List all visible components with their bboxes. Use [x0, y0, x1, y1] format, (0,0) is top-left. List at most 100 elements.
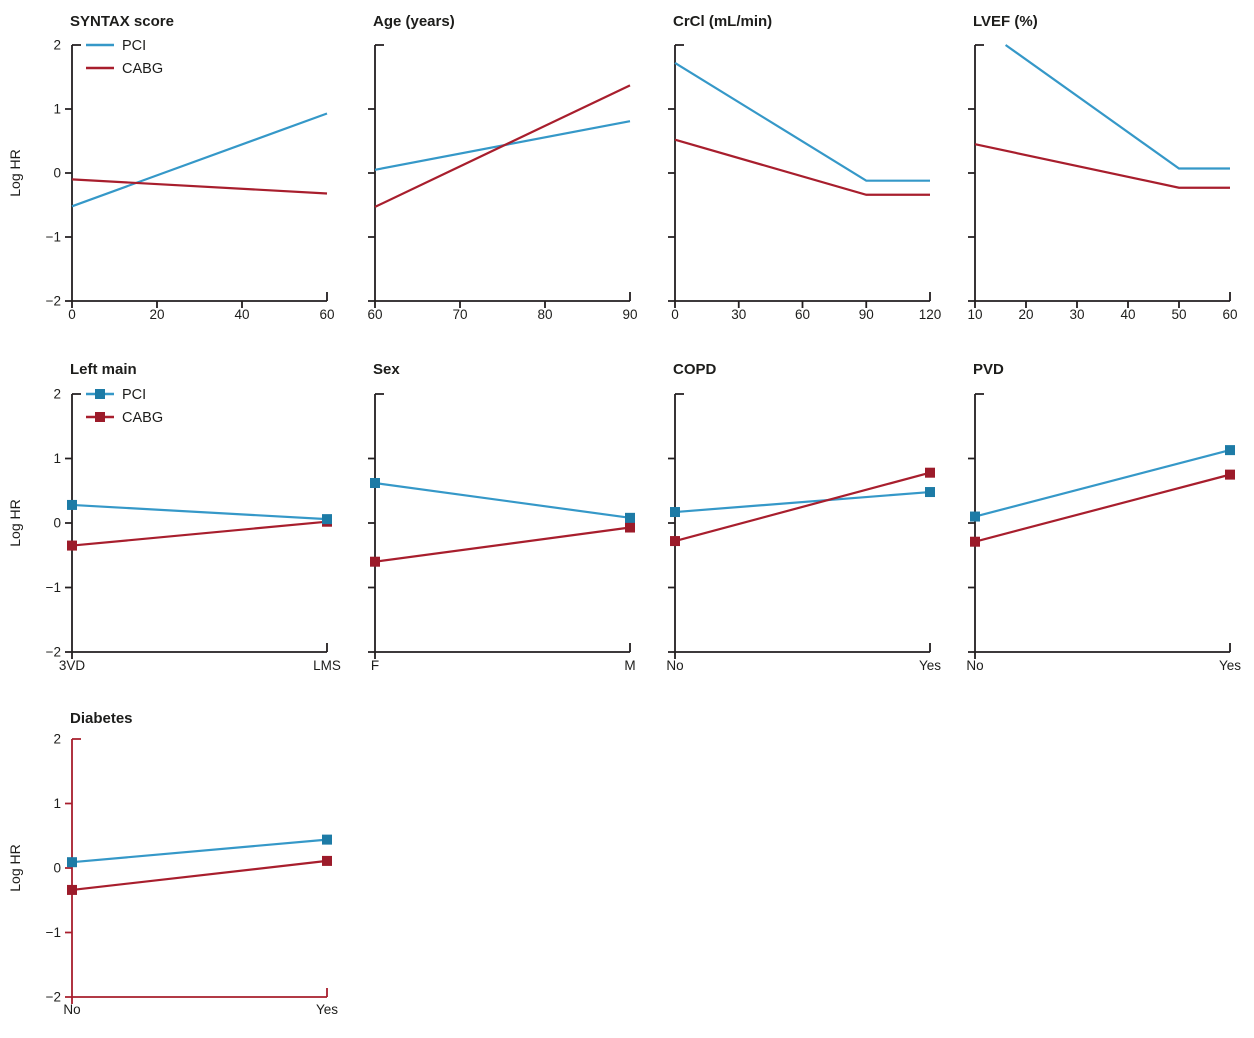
y-tick-label: 0: [53, 861, 61, 876]
panel-title: SYNTAX score: [70, 13, 174, 30]
x-tick-label: 0: [68, 307, 76, 322]
pci-line: [1004, 44, 1230, 170]
y-tick-label: −2: [46, 294, 61, 309]
panel-title: Sex: [373, 361, 400, 378]
y-tick-label: −2: [46, 645, 61, 660]
panel-lvef: LVEF (%) 10 20 30 40 50 60: [967, 13, 1237, 322]
pci-line: [674, 490, 931, 514]
legend-label-pci: PCI: [122, 38, 146, 54]
y-tick-label: −2: [46, 990, 61, 1005]
x-category-label: M: [624, 658, 635, 673]
x-tick-label: 40: [1120, 307, 1135, 322]
pci-marker: [670, 507, 680, 518]
cabg-line: [71, 859, 328, 892]
cabg-line: [374, 526, 631, 563]
x-tick-label: 60: [795, 307, 810, 322]
x-category-label: F: [371, 658, 379, 673]
x-tick-label: 60: [1222, 307, 1237, 322]
pci-line: [71, 503, 328, 521]
pci-marker: [625, 512, 635, 523]
panel-diabetes: Diabetes 2 1 0 −1 −2 Log HR No Yes: [7, 710, 338, 1017]
x-tick-label: 120: [919, 307, 942, 322]
y-tick-label: 0: [53, 166, 61, 181]
panel-title: LVEF (%): [973, 13, 1038, 30]
x-tick-label: 50: [1171, 307, 1186, 322]
x-category-label: Yes: [316, 1002, 338, 1017]
y-axis-label: Log HR: [7, 844, 23, 891]
y-tick-label: 1: [53, 451, 61, 466]
pci-line: [374, 481, 631, 519]
legend-label-cabg: CABG: [122, 410, 163, 426]
panel-crcl-ml-min: CrCl (mL/min) 0 30 60 90 120: [668, 13, 941, 322]
x-category-label: 3VD: [59, 658, 86, 673]
cabg-line: [374, 84, 631, 208]
x-tick-label: 0: [671, 307, 679, 322]
x-tick-label: 60: [367, 307, 382, 322]
x-tick-label: 70: [452, 307, 467, 322]
pci-line: [674, 61, 930, 182]
cabg-line: [974, 473, 1231, 543]
legend-marker-pci: [95, 389, 105, 399]
axis-frame: [65, 738, 328, 1004]
pci-marker: [322, 514, 332, 525]
cabg-marker: [370, 556, 380, 567]
pci-line: [974, 449, 1231, 518]
y-tick-label: 2: [53, 732, 61, 747]
x-tick-label: 30: [1069, 307, 1084, 322]
legend-label-cabg: CABG: [122, 61, 163, 77]
cabg-line: [674, 471, 931, 543]
y-tick-label: −1: [46, 580, 61, 595]
pci-marker: [67, 857, 77, 868]
pci-line: [71, 838, 328, 864]
cabg-marker: [925, 467, 935, 478]
axis-frame: [368, 44, 631, 308]
x-tick-label: 80: [537, 307, 552, 322]
panel-syntax-score: SYNTAX score 2 1 0 −1 −2 Log HR 0 20 40 60 PCI CABG: [7, 13, 335, 322]
x-tick-label: 40: [234, 307, 249, 322]
y-tick-label: 2: [53, 38, 61, 53]
panel-title: Left main: [70, 361, 137, 378]
panel-title: Diabetes: [70, 710, 133, 727]
y-axis-label: Log HR: [7, 149, 23, 196]
axis-frame: [668, 44, 931, 308]
x-category-label: No: [966, 658, 983, 673]
panel-title: Age (years): [373, 13, 455, 30]
axis-frame: [968, 44, 1231, 308]
cabg-marker: [670, 536, 680, 547]
axis-frame: [65, 44, 328, 308]
y-tick-label: 1: [53, 102, 61, 117]
axis-frame: [968, 393, 1231, 659]
y-tick-label: −1: [46, 925, 61, 940]
pci-marker: [970, 511, 980, 522]
x-category-label: Yes: [1219, 658, 1241, 673]
y-axis-label: Log HR: [7, 499, 23, 546]
cabg-marker: [1225, 469, 1235, 480]
x-tick-label: 20: [1018, 307, 1033, 322]
y-tick-label: 2: [53, 387, 61, 402]
legend-label-pci: PCI: [122, 387, 146, 403]
panel-left-main: Left main 2 1 0 −1 −2 Log HR 3VD LMS PCI CABG: [7, 361, 341, 673]
pci-line: [71, 112, 328, 208]
x-category-label: Yes: [919, 658, 941, 673]
x-category-label: No: [666, 658, 683, 673]
cabg-line: [71, 520, 328, 547]
x-tick-label: 60: [319, 307, 334, 322]
cabg-marker: [322, 855, 332, 866]
pci-marker: [925, 487, 935, 498]
y-tick-label: 1: [53, 796, 61, 811]
panel-pvd: PVD No Yes: [966, 361, 1241, 673]
x-tick-label: 30: [731, 307, 746, 322]
panel-copd: COPD No Yes: [666, 361, 941, 673]
y-tick-label: −1: [46, 230, 61, 245]
pci-marker: [370, 478, 380, 489]
axis-frame: [65, 393, 328, 659]
legend-marker-cabg: [95, 412, 105, 422]
axis-frame: [668, 393, 931, 659]
panel-sex: Sex F M: [368, 361, 636, 673]
panel-age-years: Age (years) 60 70 80 90: [367, 13, 637, 322]
cabg-marker: [67, 540, 77, 551]
x-category-label: No: [63, 1002, 80, 1017]
cabg-line: [674, 138, 930, 196]
